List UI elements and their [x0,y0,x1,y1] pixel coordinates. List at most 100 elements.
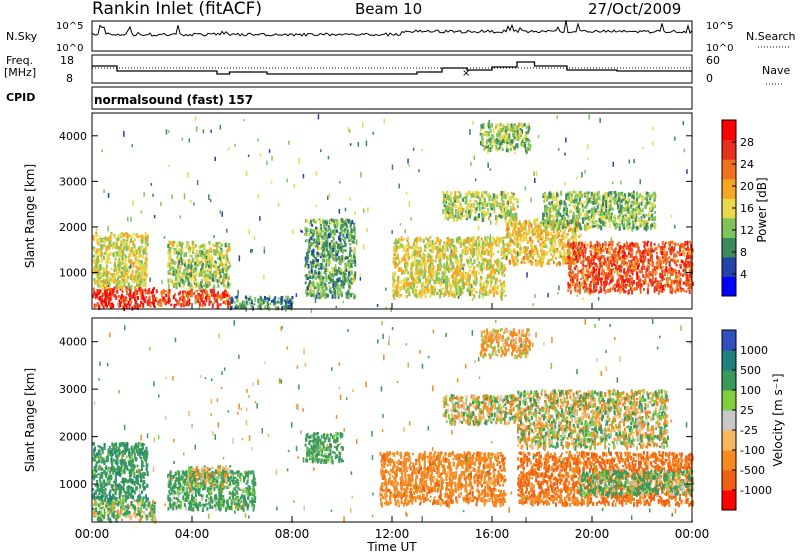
heat-cell [567,289,570,292]
heat-cell [590,271,592,275]
heat-cell [192,251,194,254]
heat-cell [468,243,471,248]
heat-cell [448,238,451,242]
heat-cell [510,222,513,226]
heat-cell [93,259,96,263]
heat-cell [129,299,132,302]
heat-cell [416,251,419,255]
heat-cell [151,294,154,298]
heat-cell [529,144,532,148]
heat-cell [97,272,100,277]
heat-cell [556,262,558,267]
heat-cell [484,258,487,263]
heat-cell [545,245,548,249]
heat-cell [456,280,459,283]
heat-cell [503,284,506,287]
heat-cell [317,285,320,291]
heat-cell [204,272,207,276]
heat-cell [453,217,456,223]
heat-cell [220,248,223,250]
heat-cell [513,146,516,149]
heat-cell [433,243,436,246]
heat-cell [305,259,308,263]
heat-cell [406,277,409,281]
heat-cell [111,274,114,277]
heat-cell [413,250,416,256]
heat-cell [521,123,523,128]
heat-cell [552,238,555,244]
heat-cell [331,267,334,272]
heat-cell [138,286,141,292]
heat-cell [140,294,143,300]
heat-cell [235,296,238,299]
heat-cell [468,286,471,289]
heat-cell [423,271,426,275]
heat-cell [225,263,228,267]
heat-cell [439,246,442,250]
heat-cell [486,202,489,207]
heat-cell [572,251,575,256]
heat-cell [120,234,123,238]
heat-cell [508,127,511,132]
heat-cell [206,250,209,255]
heat-cell [562,241,565,246]
heat-cell [187,259,190,264]
heat-cell [539,242,542,247]
heat-cell [123,263,126,266]
heat-cell [420,265,423,271]
heat-cell [315,259,318,263]
heat-cell [330,248,333,253]
heat-cell [342,233,345,238]
heat-cell [575,234,577,238]
heat-cell [144,249,147,254]
heat-cell [526,240,529,244]
heat-cell [533,228,536,232]
heat-cell [96,259,99,264]
heat-cell [321,243,324,247]
heat-cell [629,268,632,272]
heat-cell [526,147,529,152]
heat-cell [489,258,492,263]
heat-cell [515,134,517,137]
heat-cell [395,245,398,249]
heat-cell [329,286,332,291]
heat-cell [442,252,445,257]
heat-cell [436,291,439,294]
heat-cell [493,292,495,296]
heat-cell [189,289,191,294]
heat-cell [117,263,120,267]
heat-cell [117,276,119,281]
heat-cell [454,214,457,218]
heat-cell [104,285,107,290]
heat-cell [174,275,177,280]
freq-label-1: Freq. [6,54,33,67]
heat-cell [413,282,416,288]
heat-cell [136,306,139,310]
heat-cell [539,230,542,234]
heat-cell [319,232,322,238]
heat-cell [471,247,474,253]
heat-cell [456,237,459,240]
heat-cell [553,249,556,254]
heat-cell [306,276,309,281]
heat-cell [350,277,353,281]
heat-cell [608,275,610,279]
heat-cell [486,236,489,239]
heat-cell [408,283,411,289]
heat-cell [601,263,603,268]
heat-cell [318,246,321,250]
heat-cell [187,297,189,301]
heat-cell [498,203,501,206]
heat-cell [402,269,405,274]
heat-cell [571,229,574,233]
heat-cell [471,204,474,208]
heat-cell [116,242,118,247]
heat-cell [426,241,429,246]
heat-cell [467,274,469,277]
heat-cell [200,289,203,293]
heat-cell [146,237,149,242]
heat-cell [335,258,338,262]
heat-cell [513,218,516,223]
heat-cell [489,283,492,288]
heat-cell [169,254,172,260]
